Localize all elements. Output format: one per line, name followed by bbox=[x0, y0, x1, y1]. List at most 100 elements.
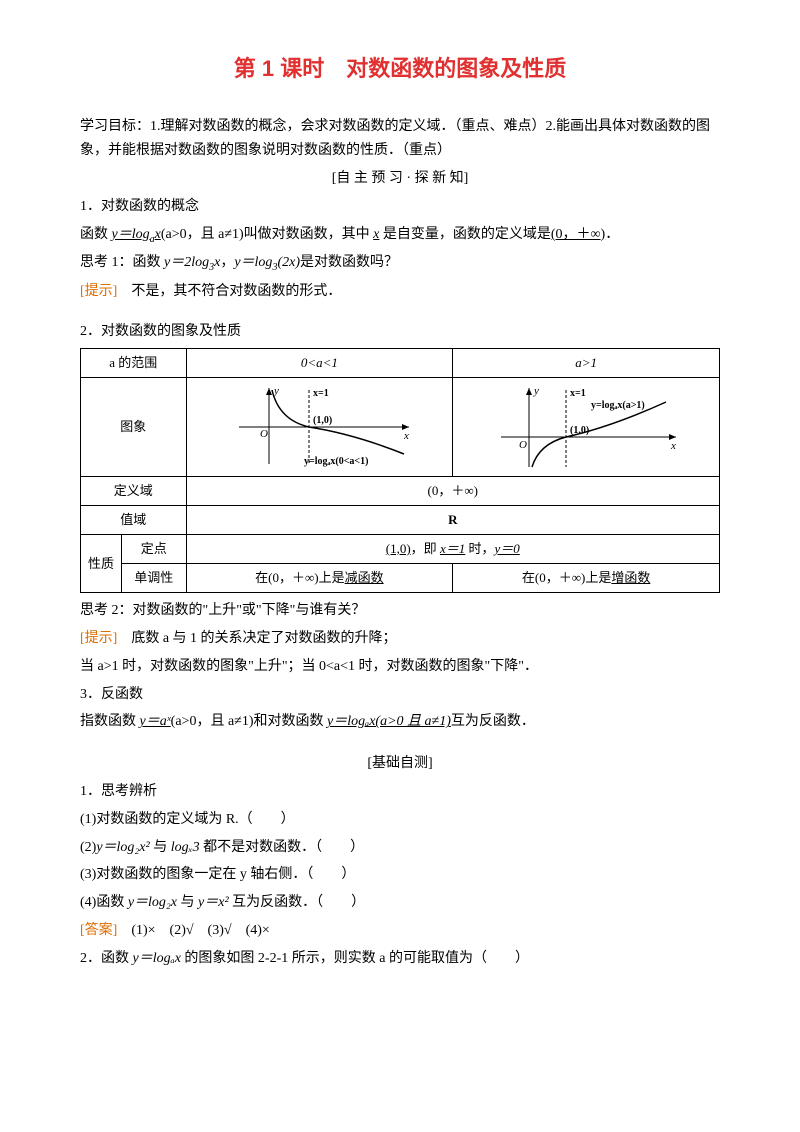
hint-1: [提示] 不是，其不符合对数函数的形式． bbox=[80, 280, 720, 304]
answer-body: (1)× (2)√ (3)√ (4)× bbox=[117, 923, 269, 938]
text-fragment: (a>0，且 a≠1)叫做对数函数，其中 bbox=[161, 227, 373, 242]
th-monotone: 单调性 bbox=[122, 564, 187, 593]
origin-label: O bbox=[260, 428, 268, 440]
t: y＝logₐx(a>0 且 a≠1) bbox=[327, 714, 451, 729]
text-fragment: 函数 bbox=[80, 227, 112, 242]
th-a-range: a 的范围 bbox=[81, 348, 187, 377]
point-label: (1,0) bbox=[570, 425, 589, 436]
domain-value: (0，＋∞) bbox=[551, 227, 605, 242]
question-2: 2．函数 y＝logₐx 的图象如图 2-2-1 所示，则实数 a 的可能取值为… bbox=[80, 947, 720, 971]
t: (4)函数 bbox=[80, 895, 128, 910]
t: y＝aˣ bbox=[140, 714, 171, 729]
t: y＝log₂x² bbox=[96, 840, 149, 855]
st1-item2: (2)y＝log₂x² 与 logₓ3 都不是对数函数．（ ） bbox=[80, 836, 720, 860]
td-fixed-point: (1,0)，即 x＝1 时，y＝0 bbox=[186, 535, 719, 564]
t: 的图象如图 2-2-1 所示，则实数 a 的可能取值为（ ） bbox=[181, 951, 529, 966]
hint-label: [提示] bbox=[80, 631, 117, 646]
t: y＝logₐx bbox=[133, 951, 181, 966]
td-range: R bbox=[186, 505, 719, 534]
x-axis-label: x bbox=[403, 430, 409, 442]
t: 时， bbox=[465, 541, 494, 556]
t: 指数函数 bbox=[80, 714, 140, 729]
st1-heading: 1．思考辨析 bbox=[80, 780, 720, 804]
t: 在(0，＋∞)上是 bbox=[255, 570, 344, 585]
t: 在(0，＋∞)上是 bbox=[522, 570, 611, 585]
st1-item1: (1)对数函数的定义域为 R.（ ） bbox=[80, 808, 720, 832]
graph-left-cell: O x y x=1 (1,0) y=logₐx(0<a<1) bbox=[186, 377, 453, 476]
t: 都不是对数函数．（ ） bbox=[200, 840, 365, 855]
hint-2a: [提示] 底数 a 与 1 的关系决定了对数函数的升降； bbox=[80, 627, 720, 651]
hint-label: [提示] bbox=[80, 284, 117, 299]
hint-body: 不是，其不符合对数函数的形式． bbox=[117, 284, 341, 299]
td-monotone-inc: 在(0，＋∞)上是增函数 bbox=[453, 564, 720, 593]
t: ， bbox=[220, 255, 234, 270]
t: 是对数函数吗？ bbox=[300, 255, 398, 270]
period: ． bbox=[605, 227, 619, 242]
func-label: y=logₐx(a>1) bbox=[591, 400, 645, 411]
t: 2．函数 bbox=[80, 951, 133, 966]
asymptote-label: x=1 bbox=[570, 388, 586, 399]
t: (1,0) bbox=[386, 541, 411, 556]
t: y＝log₂x bbox=[128, 895, 177, 910]
selftest-heading: [基础自测] bbox=[80, 752, 720, 776]
t: (2) bbox=[80, 840, 96, 855]
prestudy-heading: [自 主 预 习 · 探 新 知] bbox=[80, 167, 720, 191]
t: 与 bbox=[177, 895, 198, 910]
x-axis-label: x bbox=[670, 440, 676, 452]
think-2: 思考 2：对数函数的"上升"或"下降"与谁有关？ bbox=[80, 599, 720, 623]
th-fixed-point: 定点 bbox=[122, 535, 187, 564]
properties-table: a 的范围 0<a<1 a>1 图象 O x y x=1 (1,0) bbox=[80, 348, 720, 593]
fn-text: y＝log bbox=[112, 227, 150, 242]
t: (2x) bbox=[277, 255, 300, 270]
graph-right-cell: O x y x=1 y=logₐx(a>1) (1,0) bbox=[453, 377, 720, 476]
t: y＝log bbox=[234, 255, 272, 270]
t: x＝1 bbox=[440, 541, 465, 556]
section-2-heading: 2．对数函数的图象及性质 bbox=[80, 320, 720, 344]
t: ，即 bbox=[411, 541, 440, 556]
t: x＝1 bbox=[440, 541, 465, 556]
td-monotone-dec: 在(0，＋∞)上是减函数 bbox=[186, 564, 453, 593]
func-label: y=logₐx(0<a<1) bbox=[304, 456, 368, 467]
log-graph-decreasing: O x y x=1 (1,0) y=logₐx(0<a<1) bbox=[214, 382, 424, 472]
t: 减函数 bbox=[345, 570, 384, 585]
section-3-heading: 3．反函数 bbox=[80, 683, 720, 707]
fn1: y＝2log3x bbox=[164, 255, 220, 270]
function-def: y＝logax bbox=[112, 227, 161, 242]
t: (a>0，且 a≠1)和对数函数 bbox=[171, 714, 327, 729]
td-domain: (0，＋∞) bbox=[186, 476, 719, 505]
th-properties: 性质 bbox=[81, 535, 122, 593]
th-range1: 0<a<1 bbox=[186, 348, 453, 377]
th-range2: a>1 bbox=[453, 348, 720, 377]
answer-label: [答案] bbox=[80, 923, 117, 938]
text-fragment: 是自变量，函数的定义域是 bbox=[379, 227, 551, 242]
t: logₓ3 bbox=[171, 840, 200, 855]
y-axis-label: y bbox=[533, 385, 539, 397]
section-3-body: 指数函数 y＝aˣ(a>0，且 a≠1)和对数函数 y＝logₐx(a>0 且 … bbox=[80, 710, 720, 734]
t: 0<a<1 bbox=[301, 355, 338, 370]
hint-2b: 当 a>1 时，对数函数的图象"上升"；当 0<a<1 时，对数函数的图象"下降… bbox=[80, 655, 720, 679]
text-fragment: 思考 1：函数 bbox=[80, 255, 164, 270]
th-range: 值域 bbox=[81, 505, 187, 534]
page-title: 第 1 课时 对数函数的图象及性质 bbox=[80, 50, 720, 87]
answer-line: [答案] (1)× (2)√ (3)√ (4)× bbox=[80, 919, 720, 943]
learning-objective: 学习目标：1.理解对数函数的概念，会求对数函数的定义域．（重点、难点）2.能画出… bbox=[80, 115, 720, 163]
origin-label: O bbox=[519, 439, 527, 451]
fn2: y＝log3(2x) bbox=[234, 255, 300, 270]
t: 增函数 bbox=[611, 570, 650, 585]
t: 互为反函数．（ ） bbox=[229, 895, 366, 910]
t: y＝0 bbox=[494, 541, 519, 556]
asymptote-label: x=1 bbox=[313, 388, 329, 399]
t: y＝2log bbox=[164, 255, 209, 270]
y-axis-label: y bbox=[273, 385, 279, 397]
hint-body: 底数 a 与 1 的关系决定了对数函数的升降； bbox=[117, 631, 396, 646]
t: y＝0 bbox=[494, 541, 519, 556]
t: R bbox=[448, 512, 457, 527]
log-graph-increasing: O x y x=1 y=logₐx(a>1) (1,0) bbox=[481, 382, 691, 472]
section-1-heading: 1．对数函数的概念 bbox=[80, 195, 720, 219]
think-1: 思考 1：函数 y＝2log3x，y＝log3(2x)是对数函数吗？ bbox=[80, 251, 720, 276]
point-label: (1,0) bbox=[313, 415, 332, 426]
th-domain: 定义域 bbox=[81, 476, 187, 505]
t: 与 bbox=[150, 840, 171, 855]
t: y＝x² bbox=[198, 895, 229, 910]
t: 互为反函数． bbox=[451, 714, 535, 729]
